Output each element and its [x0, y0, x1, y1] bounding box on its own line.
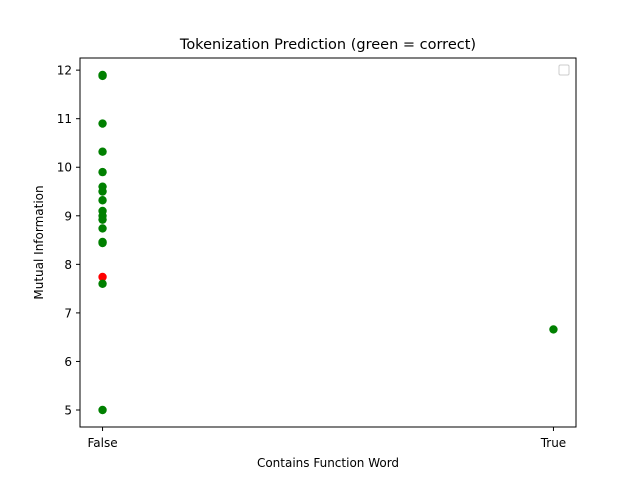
- scatter-point: [549, 325, 558, 334]
- x-tick-label: True: [540, 436, 567, 450]
- chart-title: Tokenization Prediction (green = correct…: [179, 37, 476, 53]
- scatter-point: [98, 279, 107, 288]
- y-tick-label: 8: [64, 258, 72, 272]
- y-axis-label: Mutual Information: [32, 185, 46, 299]
- scatter-point: [98, 405, 107, 415]
- scatter-point: [98, 196, 107, 205]
- y-tick-label: 10: [57, 161, 72, 175]
- scatter-point: [98, 224, 107, 233]
- scatter-point: [98, 215, 107, 224]
- scatter-point: [98, 119, 107, 128]
- x-axis: False True: [87, 427, 566, 450]
- x-axis-label: Contains Function Word: [257, 456, 399, 470]
- y-tick-label: 5: [64, 404, 72, 418]
- scatter-point: [98, 147, 107, 156]
- y-tick-label: 6: [64, 355, 72, 369]
- y-tick-label: 7: [64, 306, 72, 320]
- y-axis: 5 6 7 8 9 10 11 12: [57, 64, 80, 418]
- plot-area-frame: [79, 57, 577, 428]
- scatter-point: [98, 167, 107, 177]
- y-tick-label: 11: [57, 112, 72, 126]
- legend-box: [558, 64, 570, 76]
- y-tick-label: 12: [57, 64, 72, 78]
- scatter-point: [98, 71, 107, 81]
- scatter-point: [98, 238, 107, 248]
- points-layer: [98, 70, 558, 415]
- x-tick-label: False: [87, 436, 117, 450]
- scatter-point: [98, 187, 107, 196]
- scatter-point: [98, 272, 107, 282]
- y-tick-label: 9: [64, 209, 72, 223]
